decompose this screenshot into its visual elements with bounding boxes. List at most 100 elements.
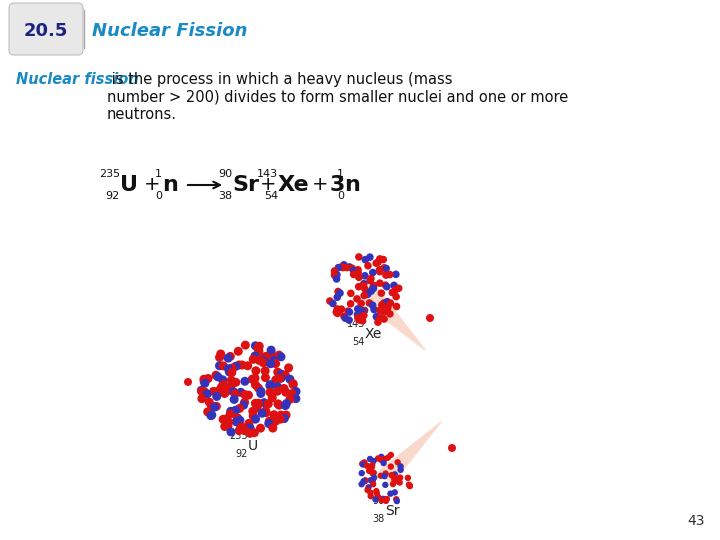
Circle shape xyxy=(256,387,266,396)
Circle shape xyxy=(369,269,377,276)
Circle shape xyxy=(203,407,212,416)
Circle shape xyxy=(395,285,402,292)
Circle shape xyxy=(380,460,387,466)
Circle shape xyxy=(266,381,274,390)
Circle shape xyxy=(376,307,384,314)
Circle shape xyxy=(364,487,371,493)
Circle shape xyxy=(282,410,291,420)
Text: 43: 43 xyxy=(688,514,705,528)
Circle shape xyxy=(359,317,366,325)
Circle shape xyxy=(266,346,276,355)
Circle shape xyxy=(366,277,374,285)
Circle shape xyxy=(240,377,249,386)
Circle shape xyxy=(335,264,342,272)
Circle shape xyxy=(269,410,279,419)
Circle shape xyxy=(350,271,357,278)
Circle shape xyxy=(271,417,280,426)
Circle shape xyxy=(288,393,297,402)
Circle shape xyxy=(202,389,212,399)
Circle shape xyxy=(274,400,282,408)
Circle shape xyxy=(266,348,276,357)
Circle shape xyxy=(253,401,262,410)
Circle shape xyxy=(390,281,397,289)
Circle shape xyxy=(382,482,389,488)
Circle shape xyxy=(336,289,343,297)
Circle shape xyxy=(244,421,253,430)
Circle shape xyxy=(199,375,208,384)
Circle shape xyxy=(248,407,257,416)
Circle shape xyxy=(386,271,394,279)
Circle shape xyxy=(379,256,387,264)
Circle shape xyxy=(232,417,240,426)
Text: 1: 1 xyxy=(337,169,344,179)
Text: U: U xyxy=(120,175,138,195)
Circle shape xyxy=(347,300,354,308)
Text: Nuclear fission: Nuclear fission xyxy=(16,72,139,87)
Text: Nuclear Fission: Nuclear Fission xyxy=(92,22,248,40)
Circle shape xyxy=(237,422,246,431)
Circle shape xyxy=(346,308,354,316)
Circle shape xyxy=(378,497,384,503)
Text: 54: 54 xyxy=(353,337,365,347)
Circle shape xyxy=(271,375,280,384)
Text: +: + xyxy=(312,176,328,194)
Circle shape xyxy=(359,470,365,476)
Circle shape xyxy=(389,289,396,296)
Circle shape xyxy=(392,286,399,294)
Circle shape xyxy=(392,271,400,278)
Circle shape xyxy=(258,358,268,367)
Circle shape xyxy=(333,293,341,301)
Circle shape xyxy=(271,359,280,368)
Circle shape xyxy=(361,272,369,280)
Circle shape xyxy=(382,265,390,272)
Text: 38: 38 xyxy=(373,514,385,524)
Circle shape xyxy=(251,399,260,408)
Circle shape xyxy=(370,306,378,313)
Circle shape xyxy=(360,312,368,319)
Circle shape xyxy=(239,401,248,410)
Circle shape xyxy=(387,490,394,497)
Circle shape xyxy=(356,316,363,324)
Circle shape xyxy=(207,401,216,410)
Text: 3: 3 xyxy=(330,175,346,195)
Circle shape xyxy=(285,375,294,384)
Circle shape xyxy=(253,403,261,412)
Circle shape xyxy=(361,307,369,314)
Circle shape xyxy=(392,474,398,481)
Circle shape xyxy=(387,463,394,470)
Circle shape xyxy=(390,481,396,487)
Circle shape xyxy=(333,275,341,283)
Text: U: U xyxy=(248,439,258,453)
Circle shape xyxy=(357,300,365,307)
Circle shape xyxy=(227,381,235,390)
Circle shape xyxy=(380,496,387,502)
Circle shape xyxy=(359,461,366,467)
Circle shape xyxy=(226,352,235,361)
Circle shape xyxy=(235,416,244,425)
Text: Xe: Xe xyxy=(278,175,310,195)
Circle shape xyxy=(378,456,384,463)
Circle shape xyxy=(225,368,234,376)
Circle shape xyxy=(333,309,341,317)
Circle shape xyxy=(359,307,366,315)
Circle shape xyxy=(370,481,377,488)
Text: Sr: Sr xyxy=(232,175,259,195)
Circle shape xyxy=(274,350,284,360)
Circle shape xyxy=(397,475,403,481)
Circle shape xyxy=(370,282,378,289)
Text: 92: 92 xyxy=(235,449,248,459)
Circle shape xyxy=(426,314,434,322)
Circle shape xyxy=(366,299,373,307)
Circle shape xyxy=(392,489,398,496)
Circle shape xyxy=(340,261,348,268)
Circle shape xyxy=(354,269,362,276)
Circle shape xyxy=(258,409,266,418)
Circle shape xyxy=(376,266,383,274)
Circle shape xyxy=(210,403,219,411)
Circle shape xyxy=(397,480,403,486)
Circle shape xyxy=(366,456,373,462)
Text: n: n xyxy=(344,175,360,195)
Circle shape xyxy=(219,415,228,424)
Circle shape xyxy=(216,349,225,359)
Circle shape xyxy=(261,406,270,415)
